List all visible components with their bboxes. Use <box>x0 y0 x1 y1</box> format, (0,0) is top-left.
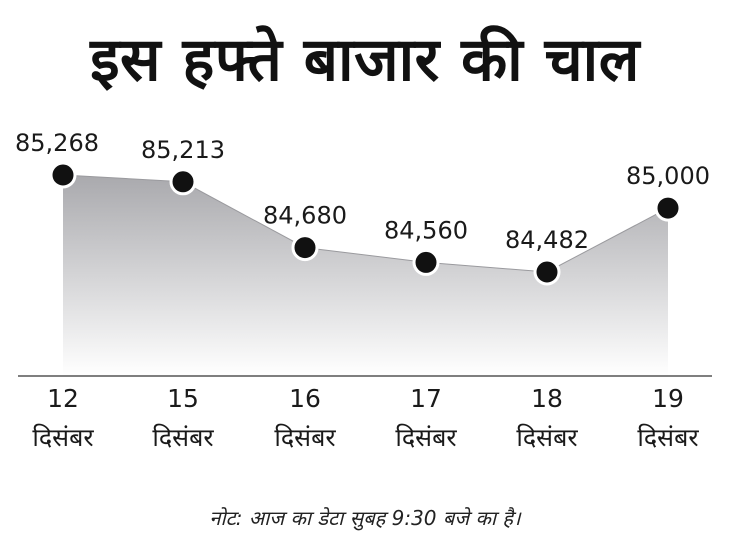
data-label-3: 84,560 <box>384 216 468 244</box>
x-tick-month-1: दिसंबर <box>152 423 214 452</box>
x-tick-day-1: 15 <box>167 384 199 413</box>
x-tick-month-2: दिसंबर <box>274 423 336 452</box>
data-point-1 <box>169 168 197 196</box>
x-tick-day-2: 16 <box>289 384 321 413</box>
x-tick-day-0: 12 <box>47 384 79 413</box>
chart-title: इस हफ्ते बाजार की चाल <box>90 25 640 95</box>
data-point-2 <box>291 234 319 262</box>
data-point-3 <box>412 248 440 276</box>
x-tick-month-5: दिसंबर <box>637 423 699 452</box>
data-point-5 <box>654 194 682 222</box>
x-tick-month-4: दिसंबर <box>516 423 578 452</box>
x-tick-day-5: 19 <box>652 384 684 413</box>
data-point-4 <box>533 258 561 286</box>
data-label-4: 84,482 <box>505 226 589 254</box>
area-fill <box>63 175 668 376</box>
data-label-2: 84,680 <box>263 202 347 230</box>
data-point-0 <box>49 161 77 189</box>
data-label-5: 85,000 <box>626 162 710 190</box>
x-tick-day-3: 17 <box>410 384 442 413</box>
chart-note: नोट: आज का डेटा सुबह 9:30 बजे का है। <box>209 506 521 530</box>
x-tick-day-4: 18 <box>531 384 563 413</box>
x-tick-month-0: दिसंबर <box>32 423 94 452</box>
series-line <box>62 174 669 273</box>
data-label-0: 85,268 <box>15 129 99 157</box>
x-tick-month-3: दिसंबर <box>395 423 457 452</box>
data-label-1: 85,213 <box>141 136 225 164</box>
